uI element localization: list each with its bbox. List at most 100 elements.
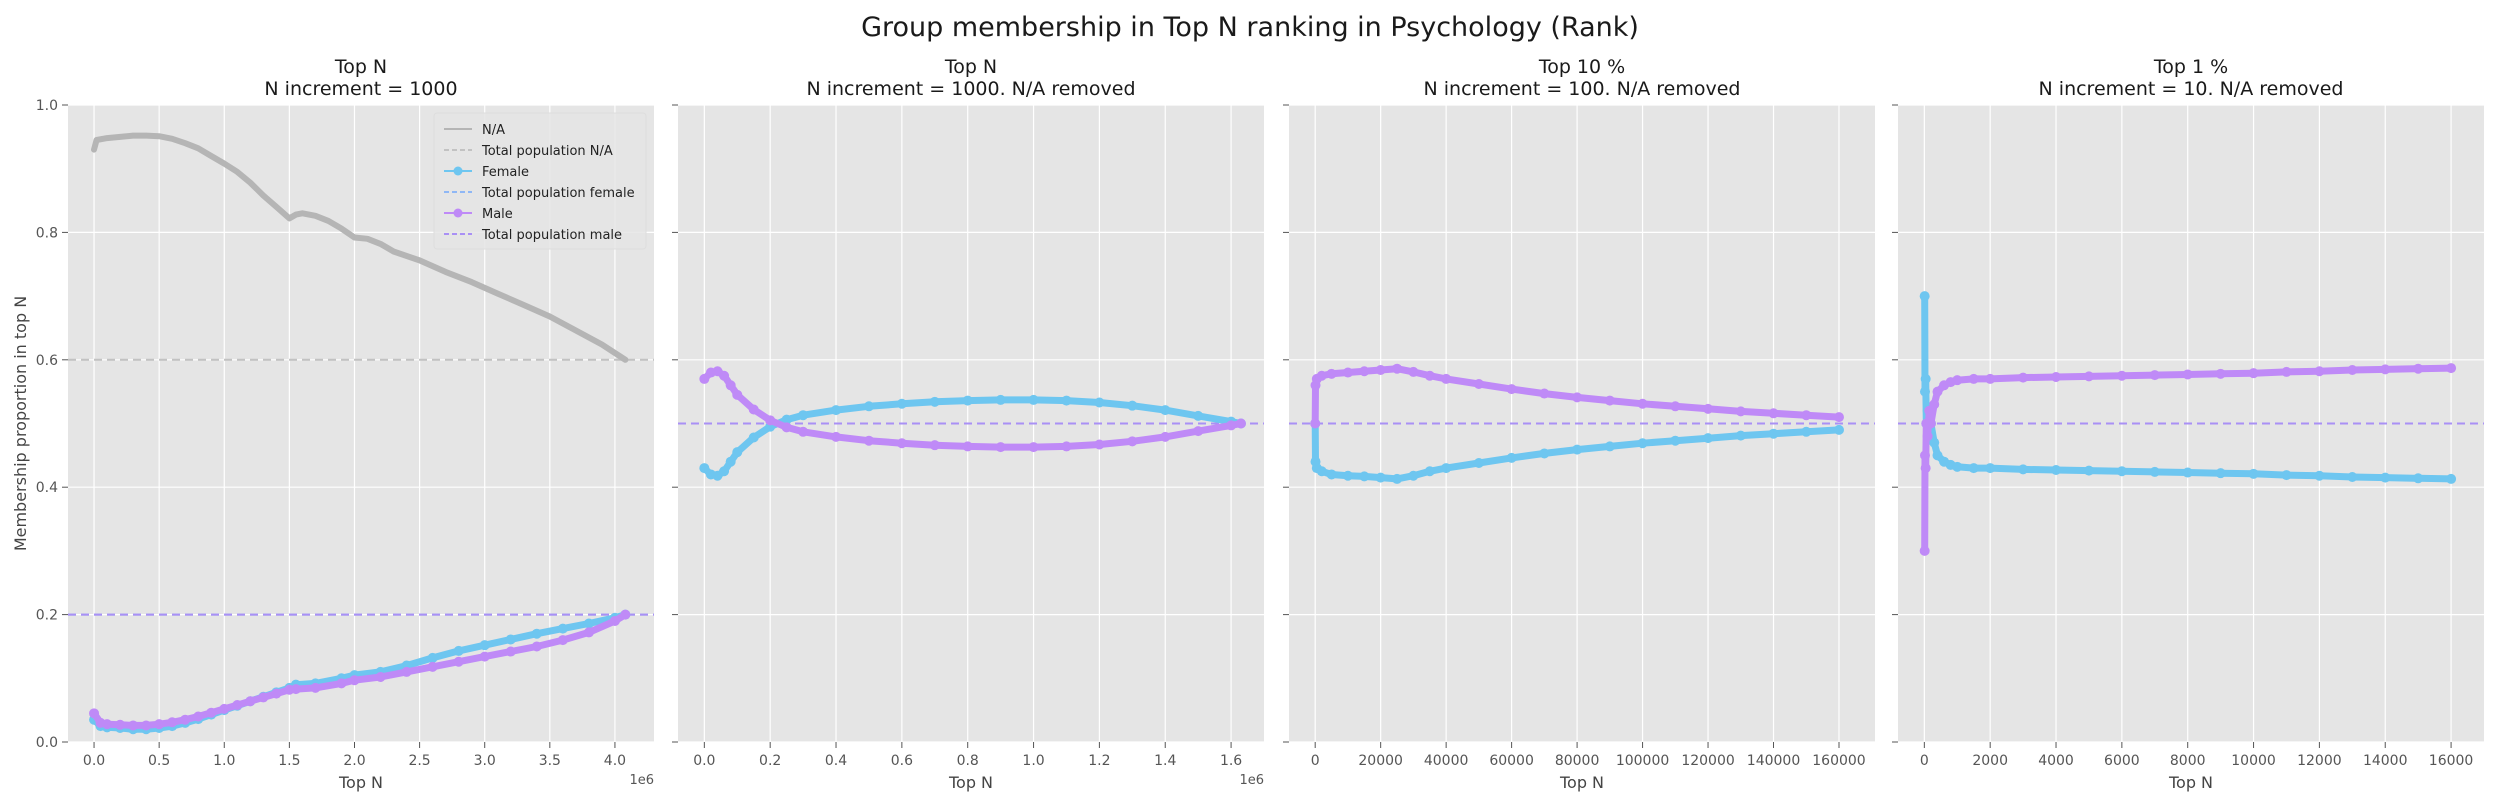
data-point-male	[1193, 426, 1204, 437]
data-point-female	[732, 447, 743, 458]
data-point-male	[1160, 431, 1171, 442]
data-point-male	[290, 684, 301, 695]
x-tick-label: 0.4	[825, 753, 847, 769]
data-point-male	[557, 635, 568, 646]
data-point-female	[1932, 450, 1943, 461]
data-point-male	[115, 719, 126, 730]
data-point-female	[748, 432, 759, 443]
x-tick-label: 60000	[1489, 753, 1534, 769]
data-point-male	[1952, 375, 1963, 386]
data-point-female	[831, 405, 842, 416]
data-point-male	[2281, 366, 2292, 377]
x-tick-label: 12000	[2297, 753, 2342, 769]
data-point-male	[2215, 368, 2226, 379]
data-point-female	[1408, 470, 1419, 481]
y-axis-label: Membership proportion in top N	[11, 296, 30, 551]
x-tick-label: 10000	[2231, 753, 2276, 769]
x-tick-label: 1.2	[1088, 753, 1110, 769]
legend-entry: Female	[482, 165, 529, 180]
data-point-male	[2051, 371, 2062, 382]
x-tick-label: 2000	[1972, 753, 2008, 769]
legend-entry: N/A	[482, 123, 505, 138]
data-point-female	[427, 652, 438, 663]
x-tick-label: 1.5	[278, 753, 300, 769]
x-tick-label: 0.0	[693, 753, 715, 769]
legend-entry: Total population male	[481, 228, 622, 243]
data-point-male	[1061, 441, 1072, 452]
data-point-female	[2116, 466, 2127, 477]
data-point-male	[995, 442, 1006, 453]
panel-subtitle: N increment = 1000. N/A removed	[806, 78, 1135, 100]
data-point-male	[2347, 364, 2358, 375]
data-point-male	[863, 435, 874, 446]
data-point-female	[1342, 470, 1353, 481]
x-tick-label: 140000	[1747, 753, 1800, 769]
data-point-male	[1670, 401, 1681, 412]
data-point-female	[2446, 473, 2457, 484]
x-tick-label: 0.0	[83, 753, 105, 769]
x-tick-label: 14000	[2363, 753, 2408, 769]
data-point-female	[453, 645, 464, 656]
data-point-female	[995, 394, 1006, 405]
x-tick-label: 1.4	[1154, 753, 1176, 769]
y-tick-label: 0.2	[36, 608, 58, 624]
x-axis-offset-label: 1e6	[1239, 773, 1264, 788]
data-point-female	[2380, 472, 2391, 483]
chart-panel-4: 0 2000 4000 6000 8000 10000 12000 14000 16000 Top…	[1892, 56, 2484, 792]
data-point-female	[1735, 430, 1746, 441]
data-point-female	[1160, 405, 1171, 416]
data-point-male	[180, 714, 191, 725]
panel-title: Top 10 %	[1538, 56, 1625, 78]
legend-entry: Total population N/A	[481, 144, 613, 159]
data-point-male	[2149, 370, 2160, 381]
data-point-female	[1985, 463, 1996, 474]
data-point-male	[1326, 368, 1337, 379]
data-point-male	[1506, 384, 1517, 395]
data-point-male	[1424, 370, 1435, 381]
data-point-female	[505, 634, 516, 645]
data-point-male	[1919, 450, 1930, 461]
data-point-female	[1919, 291, 1930, 302]
data-point-female	[929, 396, 940, 407]
data-point-female	[2281, 470, 2292, 481]
data-point-male	[271, 688, 282, 699]
data-point-male	[1925, 418, 1936, 429]
data-point-male	[505, 646, 516, 657]
data-point-female	[962, 395, 973, 406]
x-tick-label: 120000	[1681, 753, 1734, 769]
x-tick-label: 1.6	[1220, 753, 1242, 769]
panel-subtitle: N increment = 100. N/A removed	[1424, 78, 1741, 100]
data-point-female	[1375, 472, 1386, 483]
data-point-female	[1637, 438, 1648, 449]
x-tick-label: 16000	[2429, 753, 2474, 769]
data-point-male	[349, 675, 360, 686]
data-point-male	[2116, 370, 2127, 381]
series-line-na	[91, 132, 629, 363]
data-point-female	[1094, 397, 1105, 408]
data-point-male	[531, 641, 542, 652]
data-point-male	[232, 700, 243, 711]
chart-panel-1: 0.0 0.5 1.0 1.5 2.0 2.5 3.0 3.5 4.0 0.0 0.2 0.4 0.6 0…	[11, 56, 654, 792]
data-point-male	[583, 627, 594, 638]
data-point-male	[193, 711, 204, 722]
data-point-male	[375, 672, 386, 683]
data-point-male	[962, 441, 973, 452]
data-point-male	[1919, 545, 1930, 556]
data-point-male	[765, 415, 776, 426]
data-point-male	[89, 708, 100, 719]
x-axis-label: Top N	[948, 773, 993, 792]
data-point-female	[557, 623, 568, 634]
data-point-male	[1920, 463, 1931, 474]
data-point-female	[2051, 465, 2062, 476]
data-point-female	[1441, 463, 1452, 474]
x-tick-label: 0.5	[148, 753, 170, 769]
data-point-female	[2149, 466, 2160, 477]
data-point-male	[1572, 392, 1583, 403]
data-point-female	[531, 628, 542, 639]
panel-title: Top N	[944, 56, 997, 78]
data-point-female	[1539, 448, 1550, 459]
data-point-female	[1833, 424, 1844, 435]
data-point-male	[336, 678, 347, 689]
data-point-female	[798, 410, 809, 421]
data-point-male	[1392, 363, 1403, 374]
